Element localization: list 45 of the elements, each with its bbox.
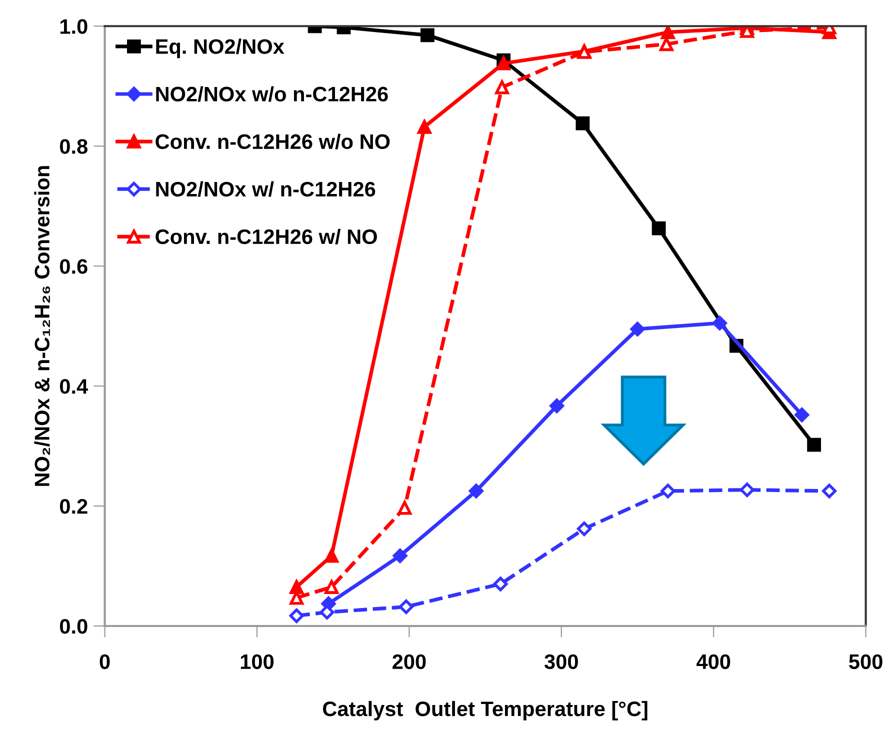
point [392,548,408,564]
point [496,56,511,70]
x-tick-label: 300 [544,654,578,670]
point [630,322,645,336]
point [468,484,484,498]
point [660,484,676,498]
point [794,408,810,422]
legend-label: Conv. n-C12H26 w/ NO [156,228,377,244]
point [550,398,564,414]
point [290,580,304,594]
y-tick-label: 0.8 [60,139,88,154]
x-axis-title: Catalyst Outlet Temperature [°C] [323,700,648,720]
point [324,548,339,563]
legend-label: NO2/NOx w/ n-C12H26 [156,181,376,197]
point [807,438,821,452]
point [659,37,674,52]
point [652,221,666,236]
y-tick-label: 0.4 [60,379,88,394]
point [324,580,339,594]
point [660,26,675,40]
x-tick-label: 400 [696,654,730,670]
x-tick-label: 200 [392,654,426,670]
legend-label: Eq. NO2/NOx [156,38,284,58]
point [712,316,727,330]
point [398,500,412,515]
point [289,608,304,624]
point [398,600,414,614]
x-tick-label: 500 [849,654,882,670]
y-tick-label: 0.6 [60,259,88,274]
y-axis-title: NO₂/NOx & n-C₁₂H₂₆ Conversion [34,166,50,486]
y-tick-label: 0.0 [60,618,88,634]
x-tick-label: 100 [240,654,274,670]
legend-label: NO2/NOx w/o n-C12H26 [156,86,388,102]
point [493,576,508,592]
point [495,80,509,94]
point [420,28,434,42]
point [417,120,432,134]
point [576,522,592,536]
x-tick-label: 0 [100,654,110,670]
point [740,482,754,498]
y-tick-label: 1.0 [60,19,88,34]
legend-label: Conv. n-C12H26 w/o NO [156,134,390,150]
point [576,116,590,130]
point [822,484,837,498]
y-tick-label: 0.2 [60,499,88,514]
